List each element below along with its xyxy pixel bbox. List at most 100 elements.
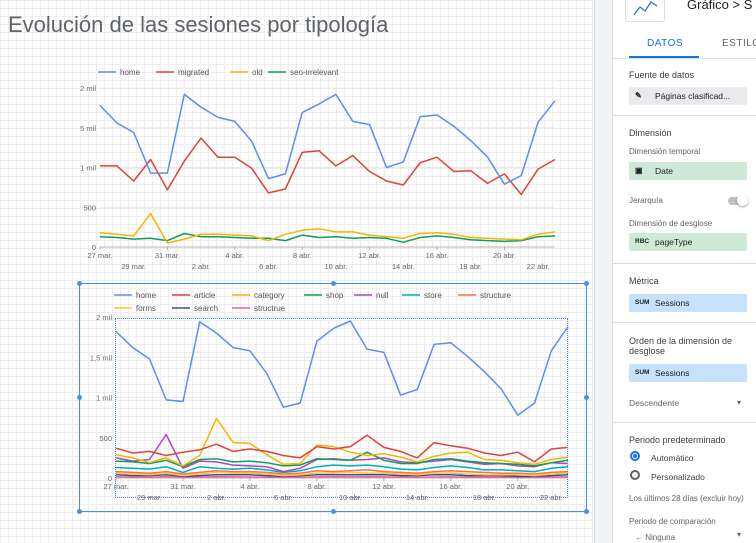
x-tick-label: 10 abr. [339, 493, 362, 502]
resize-handle-top[interactable] [331, 281, 336, 286]
x-tick-label: 4 abr. [225, 251, 244, 260]
active-tab-indicator [629, 56, 699, 58]
tab-data[interactable]: DATOS [647, 38, 684, 49]
time-dimension-label: Dimensión temporal [629, 147, 701, 156]
comparison-select[interactable]: ← Ninguna [635, 533, 675, 542]
section-divider [613, 422, 756, 423]
hierarchy-toggle-knob[interactable] [737, 195, 748, 206]
resize-handle-bottom-right[interactable] [584, 509, 589, 514]
series-line-home[interactable] [115, 320, 569, 416]
arrow-left-icon: ← [635, 533, 643, 542]
breakdown-dimension-chip[interactable]: RBC pageType [629, 233, 747, 251]
x-tick-label: 18 abr. [459, 262, 482, 271]
resize-handle-top-right[interactable] [584, 281, 589, 286]
report-canvas: Evolución de las sesiones por tipología … [0, 0, 594, 543]
y-tick-label: 2 mil [96, 313, 112, 322]
hierarchy-label: Jerarquía [629, 196, 663, 205]
series-line-article[interactable] [115, 434, 569, 463]
series-line-seo-irrelevant[interactable] [99, 232, 556, 243]
legend-label[interactable]: search [194, 304, 218, 313]
resize-handle-bottom-left[interactable] [77, 509, 82, 514]
panel-title: Gráfico > S [687, 0, 753, 12]
tab-style[interactable]: ESTILO [722, 38, 756, 49]
legend-label[interactable]: structure [480, 291, 512, 300]
series-line-shop[interactable] [115, 451, 569, 468]
series-line-old[interactable] [99, 212, 556, 244]
section-divider [613, 322, 756, 323]
y-tick-label: 0 [108, 474, 112, 483]
section-divider [613, 115, 756, 116]
time-series-chart-1[interactable]: 0 500 1 mil 1,5 mil 2 mil 27 mar. 31 mar. 4 abr… [74, 62, 570, 276]
legend-label[interactable]: migrated [178, 68, 209, 77]
canvas-scrollbar[interactable] [594, 0, 613, 543]
series-line-store[interactable] [115, 464, 569, 474]
legend-label[interactable]: old [252, 68, 263, 77]
x-tick-label: 27 mar. [87, 251, 112, 260]
x-tick-label: 31 mar. [170, 482, 195, 491]
legend-label[interactable]: structrue [254, 304, 286, 313]
x-tick-label: 8 abr. [308, 482, 327, 491]
legend-label[interactable]: seo-irrelevant [290, 68, 339, 77]
data-source-selector[interactable]: ✎ Páginas clasificad... [629, 87, 747, 105]
radio-auto[interactable] [630, 451, 640, 461]
sort-metric-chip[interactable]: SUM Sessions [629, 364, 747, 382]
x-tick-label: 20 abr. [506, 482, 529, 491]
metric-chip[interactable]: SUM Sessions [629, 294, 747, 312]
series-line-category[interactable] [115, 417, 569, 467]
legend-label[interactable]: store [424, 291, 442, 300]
legend-label[interactable]: category [254, 291, 285, 300]
y-tick-label: 1 mil [96, 394, 112, 403]
resize-handle-right[interactable] [584, 395, 589, 400]
chart-1-svg: 0 500 1 mil 1,5 mil 2 mil 27 mar. 31 mar. 4 abr… [74, 68, 556, 271]
y-tick-label: 1 mil [80, 164, 96, 173]
x-tick-label: 31 mar. [155, 251, 180, 260]
y-tick-label: 2 mil [80, 84, 96, 93]
text-type-icon: RBC [635, 238, 650, 245]
y-tick-label: 500 [83, 203, 96, 212]
legend-label[interactable]: home [120, 68, 141, 77]
series-line-structure[interactable] [115, 469, 569, 475]
x-tick-label: 14 abr. [406, 493, 429, 502]
resize-handle-left[interactable] [77, 395, 82, 400]
y-tick-label: 1,5 mil [80, 124, 96, 133]
dimension-label: Dimensión [629, 128, 672, 138]
series-line-migrated[interactable] [100, 137, 556, 196]
legend-label[interactable]: shop [326, 291, 344, 300]
chevron-down-icon[interactable]: ▾ [737, 398, 742, 407]
radio-custom-label: Personalizado [651, 472, 705, 482]
x-tick-label: 12 abr. [358, 251, 381, 260]
series-line-home[interactable] [99, 93, 556, 185]
sort-direction-select[interactable]: Descendente [629, 398, 680, 408]
resize-handle-top-left[interactable] [77, 281, 82, 286]
chevron-down-icon[interactable]: ▾ [737, 530, 742, 539]
date-range-summary: Los últimos 28 días (excluir hoy) [629, 494, 744, 503]
radio-custom[interactable] [630, 470, 640, 480]
x-tick-label: 16 abr. [439, 482, 462, 491]
legend-label[interactable]: home [136, 291, 157, 300]
data-source-value: Páginas clasificad... [655, 91, 731, 101]
time-dimension-chip[interactable]: ▣ Date [629, 162, 747, 180]
data-source-label: Fuente de datos [629, 70, 695, 80]
series-line-structrue[interactable] [115, 475, 569, 479]
sort-metric-value: Sessions [655, 368, 690, 378]
line-chart-type-icon[interactable] [625, 0, 665, 22]
legend-label[interactable]: article [194, 291, 216, 300]
series-line-search[interactable] [115, 474, 569, 478]
legend-label[interactable]: null [376, 291, 389, 300]
x-tick-label: 29 mar. [137, 493, 162, 502]
sum-agg-badge: SUM [635, 369, 650, 376]
resize-handle-bottom[interactable] [331, 509, 336, 514]
calendar-icon: ▣ [635, 166, 643, 175]
comparison-label: Periodo de comparación [629, 517, 716, 526]
tabs-divider [613, 58, 756, 59]
x-tick-label: 2 abr. [192, 262, 211, 271]
series-line-forms[interactable] [115, 471, 569, 477]
legend-label[interactable]: forms [136, 304, 156, 313]
radio-auto-label: Automático [651, 453, 694, 463]
x-tick-label: 14 abr. [392, 262, 415, 271]
x-tick-label: 6 abr. [274, 493, 293, 502]
time-series-chart-2[interactable]: 0 500 1 mil 1,5 mil 2 mil 27 mar. 31 mar. 4 abr… [80, 283, 570, 513]
breakdown-sort-label: Orden de la dimensión de desglose [629, 336, 733, 356]
x-tick-label: 2 abr. [207, 493, 226, 502]
section-divider [613, 263, 756, 264]
